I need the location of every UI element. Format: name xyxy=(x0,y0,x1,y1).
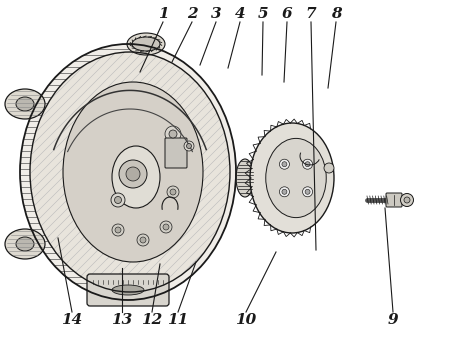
Circle shape xyxy=(167,186,179,198)
Text: 10: 10 xyxy=(236,313,256,327)
Circle shape xyxy=(280,187,290,197)
Ellipse shape xyxy=(20,44,236,300)
Ellipse shape xyxy=(30,52,230,292)
Circle shape xyxy=(112,224,124,236)
Circle shape xyxy=(170,189,176,195)
FancyBboxPatch shape xyxy=(386,193,402,207)
Text: 3: 3 xyxy=(210,7,221,21)
Circle shape xyxy=(126,167,140,181)
Circle shape xyxy=(169,130,177,138)
Circle shape xyxy=(111,193,125,207)
Circle shape xyxy=(404,197,410,203)
Text: 1: 1 xyxy=(158,7,168,21)
Ellipse shape xyxy=(73,102,193,252)
Text: 2: 2 xyxy=(187,7,197,21)
Text: 6: 6 xyxy=(282,7,292,21)
Circle shape xyxy=(324,163,334,173)
Circle shape xyxy=(186,144,191,148)
Ellipse shape xyxy=(266,138,326,218)
Ellipse shape xyxy=(5,229,45,259)
Circle shape xyxy=(302,187,312,197)
Ellipse shape xyxy=(112,285,144,295)
Ellipse shape xyxy=(132,37,160,51)
Ellipse shape xyxy=(236,159,254,197)
Circle shape xyxy=(302,159,312,169)
Ellipse shape xyxy=(63,82,203,262)
Text: 11: 11 xyxy=(167,313,189,327)
Circle shape xyxy=(115,196,121,203)
Circle shape xyxy=(305,162,310,167)
Circle shape xyxy=(140,237,146,243)
Circle shape xyxy=(137,234,149,246)
Circle shape xyxy=(282,162,287,167)
Text: 4: 4 xyxy=(235,7,246,21)
Text: 9: 9 xyxy=(388,313,398,327)
FancyBboxPatch shape xyxy=(87,274,169,306)
Circle shape xyxy=(160,221,172,233)
Text: 8: 8 xyxy=(331,7,341,21)
Circle shape xyxy=(119,160,147,188)
Text: 12: 12 xyxy=(141,313,163,327)
Ellipse shape xyxy=(5,89,45,119)
Text: 7: 7 xyxy=(306,7,316,21)
Text: 5: 5 xyxy=(258,7,268,21)
FancyBboxPatch shape xyxy=(165,138,187,168)
Ellipse shape xyxy=(250,123,334,233)
Ellipse shape xyxy=(127,33,165,55)
Circle shape xyxy=(165,126,181,142)
Ellipse shape xyxy=(16,97,34,111)
Circle shape xyxy=(401,193,413,207)
Circle shape xyxy=(305,189,310,194)
Ellipse shape xyxy=(16,237,34,251)
Text: 14: 14 xyxy=(61,313,82,327)
Circle shape xyxy=(282,189,287,194)
Circle shape xyxy=(163,224,169,230)
Text: 13: 13 xyxy=(111,313,133,327)
Circle shape xyxy=(184,141,194,151)
Circle shape xyxy=(115,227,121,233)
Circle shape xyxy=(280,159,290,169)
Ellipse shape xyxy=(112,146,160,208)
